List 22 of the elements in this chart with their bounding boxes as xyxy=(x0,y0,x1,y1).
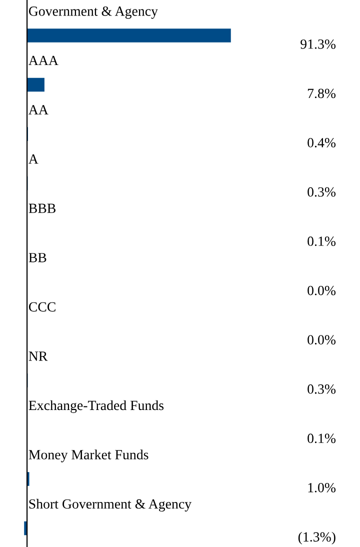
data-label: 0.0% xyxy=(308,335,336,345)
y-tick-label: BB xyxy=(28,253,46,262)
data-label: 91.3% xyxy=(300,39,336,49)
y-tick-label: NR xyxy=(28,352,48,361)
data-label: 0.1% xyxy=(308,236,336,246)
data-label: 0.3% xyxy=(308,187,336,197)
y-tick-label: Money Market Funds xyxy=(28,450,148,462)
data-label: 0.1% xyxy=(308,434,336,444)
data-label: (1.3%) xyxy=(298,532,336,544)
y-tick-label: Exchange-Traded Funds xyxy=(28,400,164,413)
data-label: 0.3% xyxy=(308,384,336,394)
y-tick-label: BBB xyxy=(28,204,56,213)
y-tick-label: AA xyxy=(28,105,48,114)
data-label: 0.4% xyxy=(308,138,336,148)
y-tick-label: Short Government & Agency xyxy=(29,498,192,512)
y-tick-label: Government & Agency xyxy=(28,6,158,19)
y-tick-label: A xyxy=(28,154,38,164)
data-label: 1.0% xyxy=(308,482,336,492)
y-tick-label: AAA xyxy=(28,56,58,66)
data-label: 0.0% xyxy=(308,286,336,296)
y-tick-label: CCC xyxy=(28,302,56,312)
data-label: 7.8% xyxy=(308,88,336,98)
